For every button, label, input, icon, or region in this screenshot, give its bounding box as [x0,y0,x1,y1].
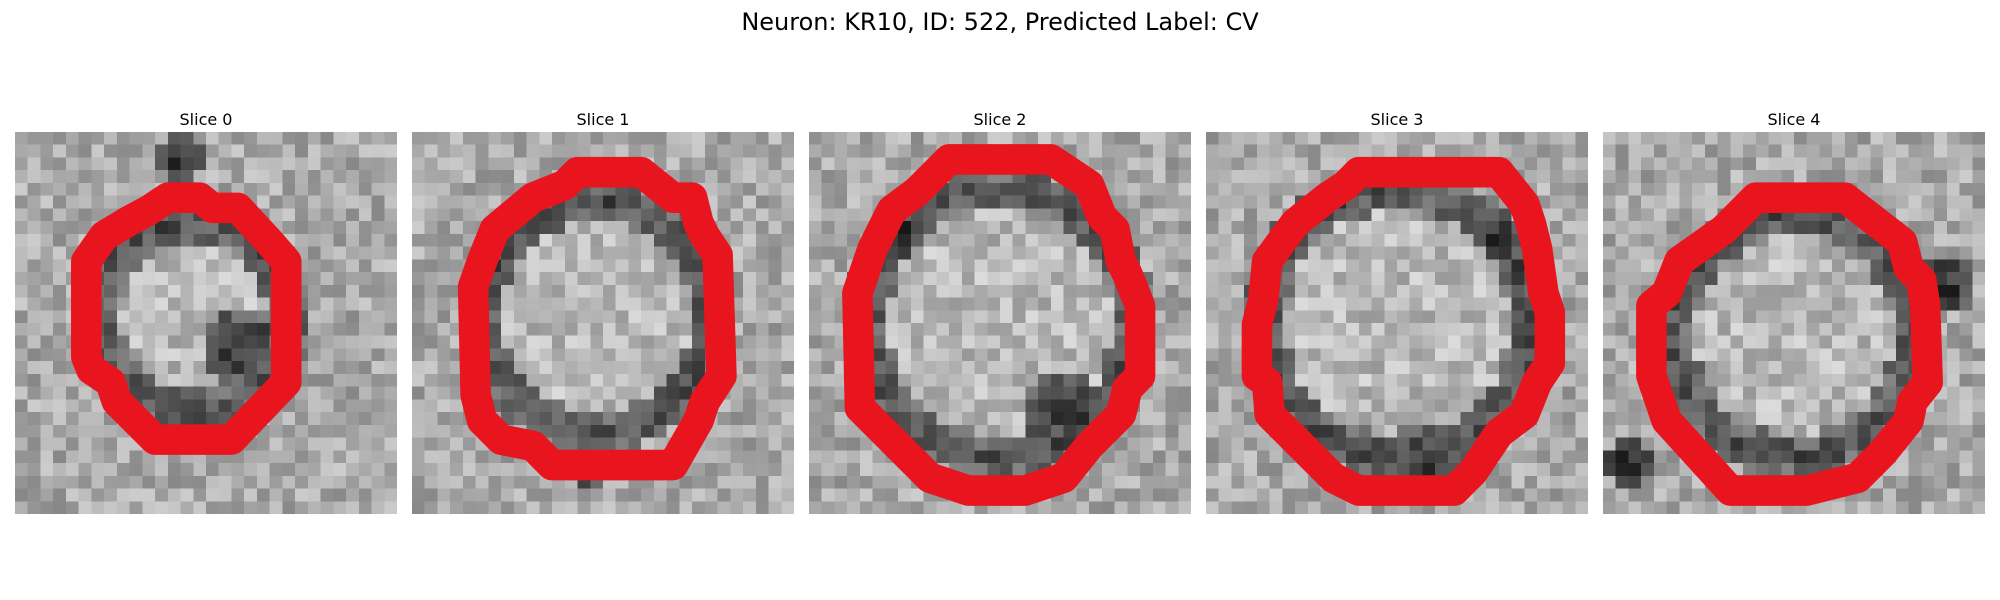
slice-panel-3: Slice 3 [1206,108,1588,514]
figure-title: Neuron: KR10, ID: 522, Predicted Label: … [741,8,1259,36]
slice-title-4: Slice 4 [1767,110,1821,129]
roi-outline-3 [1241,156,1566,506]
slice-panel-0: Slice 0 [15,108,397,514]
roi-outline-4 [1636,182,1943,506]
roi-outline-0 [71,182,302,455]
slice-title-1: Slice 1 [576,110,630,129]
slice-title-2: Slice 2 [973,110,1027,129]
roi-outline-2 [842,144,1156,506]
slice-title-3: Slice 3 [1370,110,1424,129]
slice-panel-4: Slice 4 [1603,108,1985,514]
slice-title-0: Slice 0 [179,110,233,129]
roi-outline-1 [457,156,737,481]
slice-panel-1: Slice 1 [412,108,794,514]
slice-panel-2: Slice 2 [809,108,1191,514]
